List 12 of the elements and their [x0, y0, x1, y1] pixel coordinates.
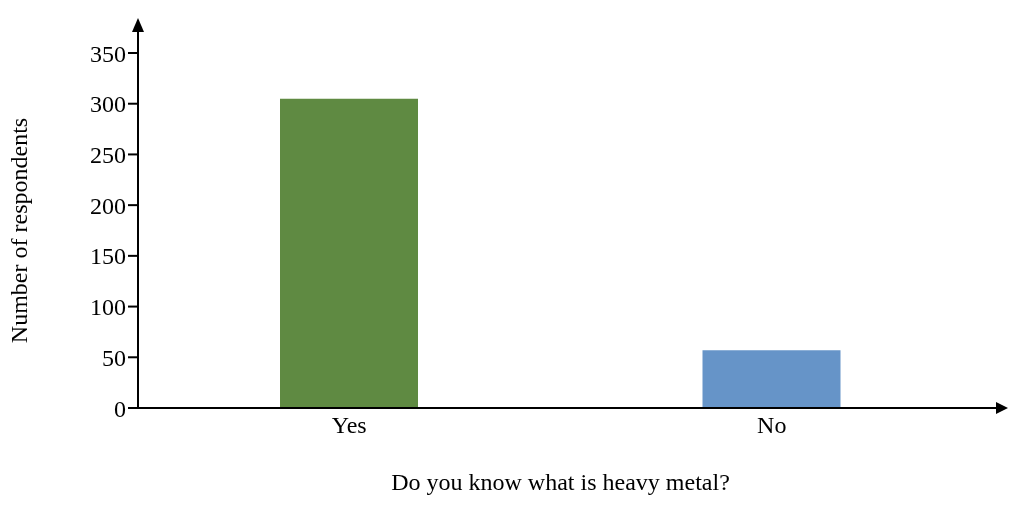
x-tick-label: Yes — [331, 412, 367, 439]
y-tick-label: 250 — [90, 141, 126, 168]
y-tick-label: 150 — [90, 243, 126, 270]
y-tick-label: 50 — [102, 344, 126, 371]
y-axis-title: Number of respondents — [5, 117, 32, 344]
y-tick-label: 300 — [90, 91, 126, 118]
y-tick-label: 100 — [90, 294, 126, 321]
y-tick-label: 200 — [90, 192, 126, 219]
y-tick-label: 0 — [114, 395, 126, 422]
y-tick-label: 350 — [90, 40, 126, 67]
x-tick-label: No — [757, 412, 787, 439]
x-axis-title: Do you know what is heavy metal? — [391, 469, 730, 495]
